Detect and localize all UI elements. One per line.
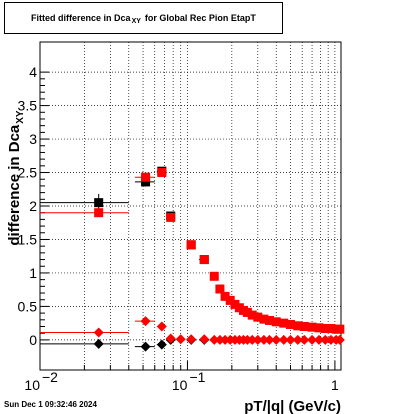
data-point-square xyxy=(225,295,235,305)
data-point-diamond xyxy=(285,334,296,345)
data-point-diamond xyxy=(175,334,186,345)
y-axis-title-main: difference in Dca xyxy=(6,124,23,246)
chart-title-tail: for Global Rec Pion EtapT xyxy=(144,13,256,23)
data-point-diamond xyxy=(271,334,282,345)
x-tick-exponent: −1 xyxy=(189,369,205,385)
data-point-diamond xyxy=(320,334,331,345)
data-point-square xyxy=(286,319,296,329)
data-point-diamond xyxy=(258,334,269,345)
data-point-square xyxy=(141,177,151,187)
data-point-square xyxy=(141,172,151,182)
y-tick-label: 3.5 xyxy=(18,98,38,114)
data-point-square xyxy=(264,315,274,325)
y-axis-title-subscript: XY xyxy=(15,110,26,124)
y-tick-label: 4 xyxy=(29,64,37,80)
data-point-diamond xyxy=(292,334,303,345)
timestamp: Sun Dec 1 09:32:46 2024 xyxy=(4,400,97,409)
data-point-square xyxy=(199,255,209,265)
data-point-diamond xyxy=(93,327,104,338)
data-point-diamond xyxy=(264,334,275,345)
data-point-diamond xyxy=(156,321,167,332)
y-tick-label: 3 xyxy=(29,131,37,147)
y-tick-label: 2.5 xyxy=(18,165,38,181)
data-point-square xyxy=(166,212,176,222)
data-point-diamond xyxy=(199,334,210,345)
y-tick-label: 0.5 xyxy=(18,298,38,314)
chart-title: Fitted difference in Dca XY for Global R… xyxy=(4,2,283,34)
data-point-diamond xyxy=(299,334,310,345)
data-point-diamond xyxy=(278,334,289,345)
data-point-square xyxy=(215,284,225,294)
data-point-diamond xyxy=(140,341,151,352)
data-point-diamond xyxy=(186,334,197,345)
y-axis-title: difference in DcaXY xyxy=(6,110,26,246)
data-point-square xyxy=(279,318,289,328)
data-point-diamond xyxy=(247,334,258,345)
data-point-square xyxy=(242,307,252,317)
data-point-diamond xyxy=(220,334,231,345)
x-tick-exponent: −2 xyxy=(42,369,58,385)
data-point-square xyxy=(94,208,104,218)
x-tick-label: 10 xyxy=(24,377,40,393)
data-point-diamond xyxy=(209,334,220,345)
chart-title-subscript: XY xyxy=(131,17,141,25)
data-point-square xyxy=(314,323,324,333)
data-point-diamond xyxy=(156,339,167,350)
x-tick-label: 10 xyxy=(172,377,188,393)
data-point-square xyxy=(94,198,104,208)
data-point-square xyxy=(271,317,281,327)
data-point-diamond xyxy=(325,334,336,345)
data-point-square xyxy=(209,271,219,281)
y-tick-label: 0 xyxy=(29,332,37,348)
grid-lines xyxy=(39,42,341,370)
data-point-square xyxy=(307,322,317,332)
data-point-square xyxy=(293,321,303,331)
data-point-diamond xyxy=(252,334,263,345)
data-point-diamond xyxy=(93,338,104,349)
data-point-square xyxy=(320,323,330,333)
y-tick-label: 1.5 xyxy=(18,231,38,247)
y-tick-label: 1 xyxy=(29,265,37,281)
data-point-square xyxy=(299,321,309,331)
data-point-square xyxy=(259,314,269,324)
data-point-diamond xyxy=(165,333,176,344)
data-point-diamond xyxy=(307,334,318,345)
chart-title-main: Fitted difference in Dca xyxy=(31,13,131,23)
data-point-square xyxy=(253,312,263,322)
data-point-diamond xyxy=(214,334,225,345)
data-marks xyxy=(40,166,345,352)
data-point-square xyxy=(186,240,196,250)
data-point-square xyxy=(335,324,345,334)
data-point-diamond xyxy=(140,316,151,327)
data-point-square xyxy=(220,291,230,301)
data-point-square xyxy=(157,168,167,178)
data-point-square xyxy=(326,323,336,333)
x-tick-label: 1 xyxy=(331,377,339,393)
data-point-diamond xyxy=(334,334,345,345)
y-tick-label: 2 xyxy=(29,198,37,214)
data-point-diamond xyxy=(313,334,324,345)
x-axis-title: pT/|q| (GeV/c) xyxy=(244,398,341,414)
data-point-square xyxy=(247,310,257,320)
